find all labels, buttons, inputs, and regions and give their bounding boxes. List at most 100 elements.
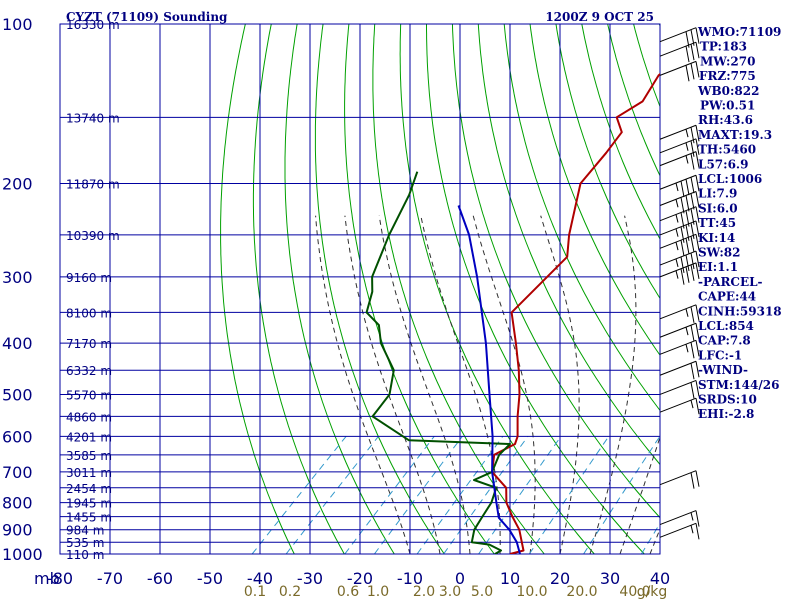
height-label: 6332 m [66,364,112,378]
profile-lines [365,72,660,554]
barb-staff [659,379,697,395]
barb-flag [690,264,695,281]
mixing-ratio-label: 0.2 [279,584,301,600]
barb-flag [695,304,700,321]
barb-flag [690,222,695,239]
barb-flag [695,175,700,192]
barb-staff [659,397,697,413]
barb-staff [659,510,697,526]
station-title: CYZT (71109) Sounding [66,10,228,24]
barb-flag [690,306,695,323]
wind-barbs [659,27,700,540]
barb-flag [690,63,695,80]
height-label: 11870 m [66,178,120,192]
mixing-ratio-label: 1.0 [367,584,389,600]
barb-flag [695,191,700,208]
barb-flag [685,254,690,272]
moist-adiabat [420,215,501,554]
barb-staff [659,339,697,355]
height-label: 10390 m [66,229,120,243]
barb-staff [659,470,697,486]
pressure-tick-label: 900 [2,521,33,540]
barb-staff [659,60,697,76]
wind-barb [659,304,700,323]
barb-flag [695,523,700,540]
moist-adiabat [472,215,536,554]
barb-flag [695,27,700,44]
barb-half-flag [690,399,694,409]
barb-staff [659,138,697,154]
height-label: 2454 m [66,482,112,496]
wind-barb [659,138,700,157]
barb-flag [695,340,700,357]
barb-flag [695,42,700,59]
mixing-ratio-label: g/kg [637,584,668,600]
dry-adiabat [477,24,660,466]
wind-barb [659,510,700,527]
parcel-path [457,205,521,554]
height-label: 3011 m [66,466,112,480]
index-item: L57:6.9 [698,157,748,171]
barb-half-flag [675,241,679,251]
wind-barb [659,522,700,540]
wind-barb [659,233,700,257]
wind-barb [659,41,700,63]
pressure-tick-label: 700 [2,463,33,482]
index-item: LCL:854 [698,319,754,333]
pressure-tick-label: 600 [2,427,33,446]
moist-adiabat [344,215,441,554]
barb-flag [690,193,695,210]
barb-flag [690,127,695,144]
index-item: KI:14 [698,231,735,245]
barb-flag [695,206,700,223]
moist-adiabat [378,215,471,554]
height-label: 1455 m [66,511,112,525]
height-label: 13740 m [66,111,120,125]
barb-flag [690,236,695,253]
pressure-tick-label: 100 [2,15,33,34]
index-item: MAXT:19.3 [698,128,772,142]
barb-flag [695,323,700,340]
dry-adiabat [252,24,345,554]
barb-flag [690,140,695,157]
pressure-tick-label: 500 [2,385,33,404]
barb-flag [695,470,700,487]
temperature-tick-label: -50 [197,569,223,588]
barb-half-flag [675,214,679,223]
barb-flag [690,44,695,61]
index-item: TH:5460 [698,143,756,157]
barb-flag [695,380,700,397]
barb-half-flag [685,129,689,138]
mixing-ratio-label: 10.0 [516,584,547,600]
barb-staff [659,322,697,338]
temperature-tick-label: 0 [455,569,465,588]
height-label: 8100 m [66,306,112,320]
temperature-tick-label: 30 [600,569,620,588]
index-item: CAP:7.8 [698,334,751,348]
barb-half-flag [675,199,679,208]
barb-flag [695,250,700,268]
temperature-tick-label: -10 [397,569,423,588]
barb-half-flag [685,142,689,151]
wind-barb [659,27,700,48]
barb-half-flag [685,155,689,164]
index-item: -WIND- [698,363,748,377]
height-label: 16330 m [66,18,120,32]
temperature-tick-label: -80 [47,569,73,588]
height-label: 9160 m [66,271,112,285]
barb-flag [685,266,690,283]
barb-staff [659,233,697,249]
barb-flag [695,151,700,168]
dry-adiabat [503,24,660,412]
temperature-tick-label: 40 [650,569,670,588]
wind-barb [659,60,700,82]
dry-adiabat [399,24,595,554]
index-item: PW:0.51 [700,99,755,113]
index-item: STM:144/26 [698,378,779,392]
height-label: 110 m [66,548,104,562]
barb-staff [659,220,697,236]
barb-flag [690,382,695,399]
barb-flag [695,234,700,251]
height-label: 7170 m [66,337,112,351]
barb-staff [659,191,697,206]
